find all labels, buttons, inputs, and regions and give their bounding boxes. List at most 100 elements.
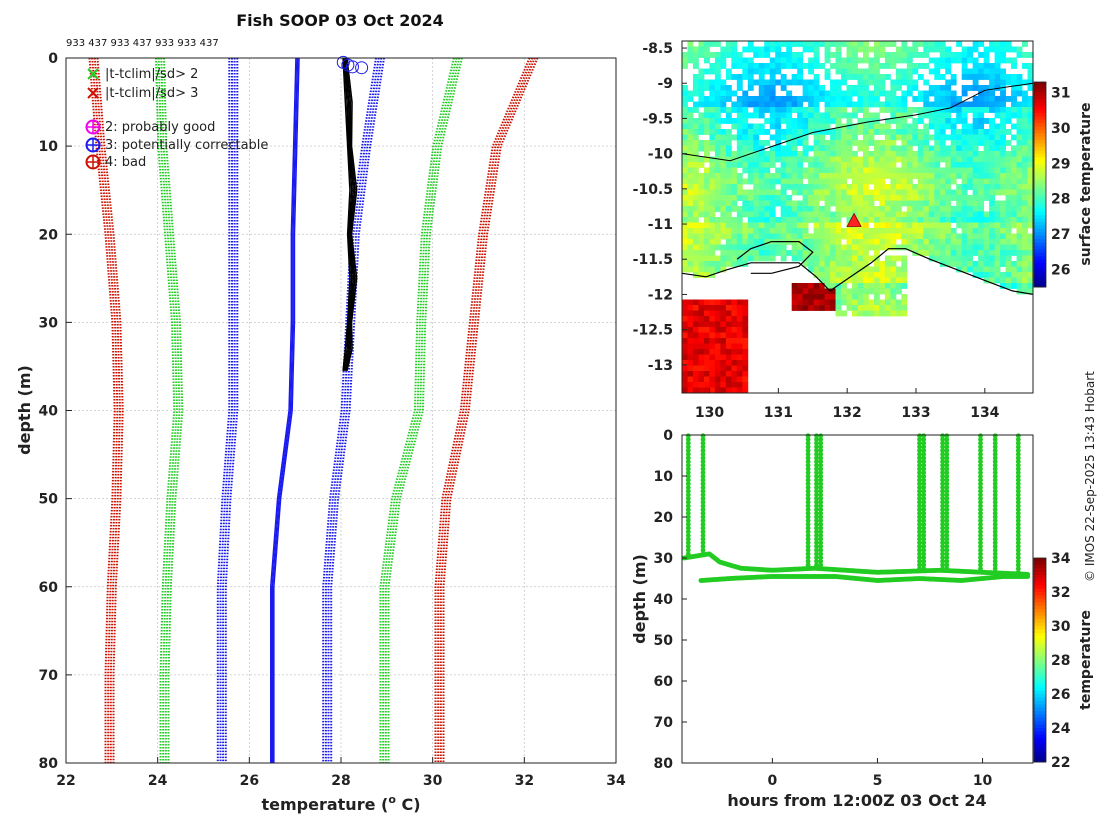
map-cell xyxy=(895,96,902,102)
cast-point xyxy=(917,466,922,472)
map-cell xyxy=(901,123,908,130)
map-cell xyxy=(692,52,699,58)
map-cell xyxy=(682,316,688,322)
map-cell xyxy=(923,79,930,86)
colorbar-segment xyxy=(1034,629,1046,634)
map-cell xyxy=(720,63,727,69)
map-cell xyxy=(791,299,798,306)
map-cell xyxy=(835,162,842,168)
map-cell xyxy=(830,151,836,157)
map-cell xyxy=(950,178,957,185)
map-cell xyxy=(736,79,743,86)
map-cell xyxy=(956,211,963,218)
map-cell xyxy=(852,294,858,300)
map-cell xyxy=(972,162,979,168)
map-cell xyxy=(797,118,804,124)
map-cell xyxy=(791,283,798,289)
map-cell xyxy=(769,96,776,102)
map-cell xyxy=(731,200,738,207)
map-cell xyxy=(720,299,727,306)
map-cell xyxy=(725,316,732,322)
map-cell xyxy=(742,90,749,97)
map-cell xyxy=(797,96,804,102)
cast-point xyxy=(992,462,998,468)
cast-point xyxy=(805,525,811,531)
map-cell xyxy=(901,156,908,163)
colorbar-tick-label: 22 xyxy=(1051,755,1070,771)
cast-point xyxy=(940,510,945,516)
map-cell xyxy=(956,41,963,47)
map-cell xyxy=(791,233,798,240)
cast-point xyxy=(940,481,945,487)
map-cell xyxy=(1022,107,1028,113)
map-cell xyxy=(879,107,886,113)
map-cell xyxy=(852,200,858,207)
map-cell xyxy=(797,178,804,185)
map-cell xyxy=(791,206,798,212)
cast-point xyxy=(1015,544,1021,549)
map-cell xyxy=(797,244,804,251)
cast-point xyxy=(805,499,811,505)
map-cell xyxy=(808,288,815,295)
map-cell xyxy=(884,129,891,135)
map-cell xyxy=(862,156,869,163)
cast-point xyxy=(978,525,983,531)
map-cell xyxy=(714,107,721,113)
map-cell xyxy=(994,211,1001,218)
map-cell xyxy=(698,376,705,383)
map-cell xyxy=(950,239,957,245)
map-cell xyxy=(824,305,831,311)
map-cell xyxy=(879,195,886,201)
map-cell xyxy=(862,217,869,223)
map-cell xyxy=(720,46,727,53)
colorbar-segment xyxy=(1034,160,1046,165)
map-cell xyxy=(917,145,924,152)
map-cell xyxy=(939,145,946,152)
map-cell xyxy=(1000,272,1006,278)
map-cell xyxy=(813,217,820,223)
map-cell xyxy=(703,195,710,201)
map-cell xyxy=(895,178,902,185)
map-cell xyxy=(742,162,749,168)
map-cell xyxy=(989,85,996,91)
map-cell xyxy=(934,222,941,229)
cast-point xyxy=(917,510,922,516)
map-cell xyxy=(873,96,880,102)
cast-point xyxy=(921,555,927,560)
cast-point xyxy=(1015,499,1021,505)
map-cell xyxy=(764,101,771,108)
map-cell xyxy=(841,195,847,201)
map-cell xyxy=(747,156,754,163)
map-cell xyxy=(901,310,908,317)
map-cell xyxy=(813,151,820,157)
map-cell xyxy=(758,156,765,163)
map-cell xyxy=(742,134,749,141)
map-cell xyxy=(682,145,688,152)
map-cell xyxy=(890,228,897,234)
cast-point xyxy=(917,488,922,494)
map-cell xyxy=(791,151,798,157)
cast-point xyxy=(978,448,983,453)
map-cell xyxy=(687,46,694,53)
map-cell xyxy=(698,123,705,130)
map-cell xyxy=(747,255,754,262)
map-cell xyxy=(720,321,727,328)
map-cell xyxy=(692,107,699,113)
cast-point xyxy=(1015,566,1021,572)
map-cell xyxy=(862,288,869,295)
map-cell xyxy=(895,222,902,229)
map-cell xyxy=(1000,167,1006,174)
map-cell xyxy=(714,365,721,372)
map-cell xyxy=(725,376,732,383)
map-cell xyxy=(758,255,765,262)
map-cell xyxy=(939,57,946,64)
map-cell xyxy=(983,250,990,256)
map-cell xyxy=(714,101,721,108)
map-cell xyxy=(868,63,875,69)
map-cell xyxy=(1011,233,1017,240)
cast-point xyxy=(818,510,824,516)
map-cell xyxy=(753,211,760,218)
map-cell xyxy=(830,90,836,97)
cast-point xyxy=(992,525,998,531)
map-cell xyxy=(895,189,902,196)
